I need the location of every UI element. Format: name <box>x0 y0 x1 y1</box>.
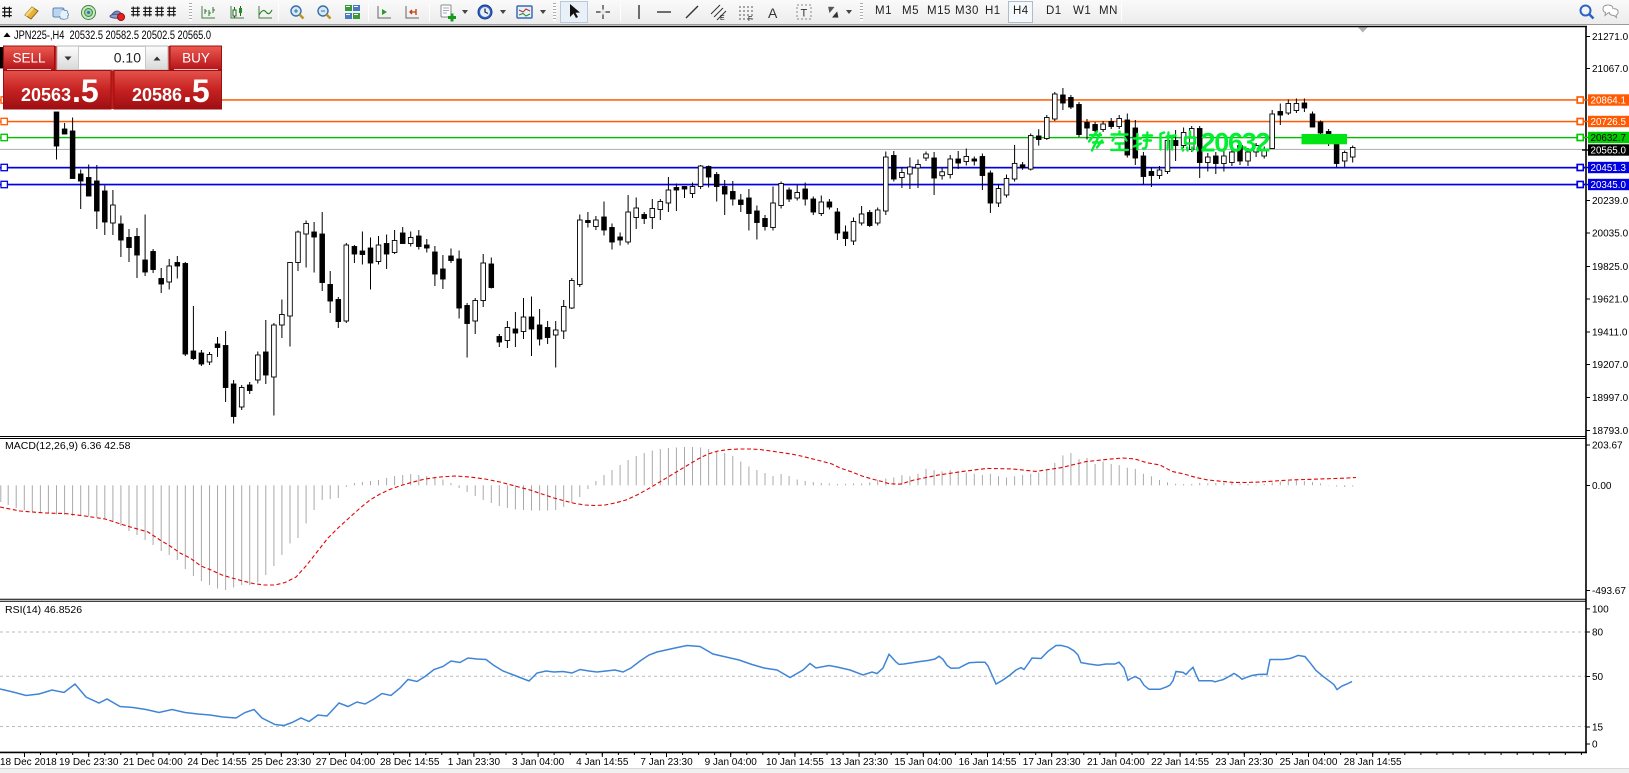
svg-text:F: F <box>748 16 752 22</box>
svg-text:18997.0: 18997.0 <box>1592 393 1629 404</box>
svg-text:27 Dec 04:00: 27 Dec 04:00 <box>316 757 376 768</box>
svg-text:20586: 20586 <box>132 85 182 105</box>
svg-text:-493.67: -493.67 <box>1592 586 1626 597</box>
svg-text:RSI(14) 46.8526: RSI(14) 46.8526 <box>5 604 82 616</box>
svg-text:13 Jan 23:30: 13 Jan 23:30 <box>830 757 888 768</box>
svg-text:22 Jan 14:55: 22 Jan 14:55 <box>1151 757 1209 768</box>
svg-text:SELL: SELL <box>12 51 46 66</box>
svg-text:18 Dec 2018: 18 Dec 2018 <box>0 757 57 768</box>
svg-text:100: 100 <box>1592 604 1609 615</box>
svg-text:24 Dec 14:55: 24 Dec 14:55 <box>187 757 247 768</box>
svg-text:19207.0: 19207.0 <box>1592 360 1629 371</box>
svg-text:16 Jan 14:55: 16 Jan 14:55 <box>959 757 1017 768</box>
svg-text:50: 50 <box>1592 672 1604 683</box>
svg-text:15: 15 <box>1592 723 1604 734</box>
svg-text:4 Jan 14:55: 4 Jan 14:55 <box>576 757 629 768</box>
svg-text:25 Dec 23:30: 25 Dec 23:30 <box>252 757 312 768</box>
svg-text:JPN225-,H4 20532.5 20582.5 20: JPN225-,H4 20532.5 20582.5 20502.5 20565… <box>14 30 211 42</box>
svg-text:MACD(12,26,9) 6.36 42.58: MACD(12,26,9) 6.36 42.58 <box>5 440 131 452</box>
svg-text:19 Dec 23:30: 19 Dec 23:30 <box>59 757 119 768</box>
svg-text:20726.5: 20726.5 <box>1591 117 1627 128</box>
svg-text:28 Jan 14:55: 28 Jan 14:55 <box>1344 757 1402 768</box>
svg-text:21 Dec 04:00: 21 Dec 04:00 <box>123 757 183 768</box>
svg-text:20239.0: 20239.0 <box>1592 196 1629 207</box>
svg-text:0.10: 0.10 <box>114 50 141 66</box>
svg-text:20632.7: 20632.7 <box>1591 133 1626 144</box>
svg-text:.5: .5 <box>72 73 99 109</box>
svg-text:21067.0: 21067.0 <box>1592 64 1629 75</box>
svg-text:20345.0: 20345.0 <box>1591 180 1627 191</box>
svg-text:7 Jan 23:30: 7 Jan 23:30 <box>640 757 693 768</box>
svg-text:1 Jan 23:30: 1 Jan 23:30 <box>448 757 501 768</box>
svg-text:20632: 20632 <box>1201 128 1271 158</box>
svg-text:20451.3: 20451.3 <box>1591 163 1627 174</box>
svg-text:3 Jan 04:00: 3 Jan 04:00 <box>512 757 565 768</box>
svg-text:18793.0: 18793.0 <box>1592 426 1629 437</box>
svg-text:T: T <box>801 8 808 20</box>
svg-text:17 Jan 23:30: 17 Jan 23:30 <box>1023 757 1081 768</box>
svg-text:0: 0 <box>1592 740 1598 751</box>
svg-text:80: 80 <box>1592 628 1604 639</box>
svg-text:20563: 20563 <box>21 85 71 105</box>
svg-text:9 Jan 04:00: 9 Jan 04:00 <box>705 757 758 768</box>
svg-text:203.67: 203.67 <box>1592 441 1623 452</box>
svg-text:23 Jan 23:30: 23 Jan 23:30 <box>1215 757 1273 768</box>
svg-text:BUY: BUY <box>182 51 210 66</box>
svg-text:21271.0: 21271.0 <box>1592 32 1629 43</box>
svg-text:E: E <box>720 15 725 22</box>
svg-text:0.00: 0.00 <box>1592 481 1612 492</box>
svg-text:20864.1: 20864.1 <box>1591 96 1626 107</box>
svg-text:19411.0: 19411.0 <box>1592 328 1628 339</box>
svg-text:15 Jan 04:00: 15 Jan 04:00 <box>894 757 952 768</box>
svg-text:10 Jan 14:55: 10 Jan 14:55 <box>766 757 824 768</box>
svg-text:28 Dec 14:55: 28 Dec 14:55 <box>380 757 440 768</box>
svg-text:20035.0: 20035.0 <box>1592 229 1629 240</box>
svg-text:.5: .5 <box>183 73 210 109</box>
svg-text:20565.0: 20565.0 <box>1591 146 1627 157</box>
svg-text:21 Jan 04:00: 21 Jan 04:00 <box>1087 757 1145 768</box>
svg-text:19825.0: 19825.0 <box>1592 262 1629 273</box>
svg-text:25 Jan 04:00: 25 Jan 04:00 <box>1280 757 1338 768</box>
svg-text:19621.0: 19621.0 <box>1592 295 1629 306</box>
